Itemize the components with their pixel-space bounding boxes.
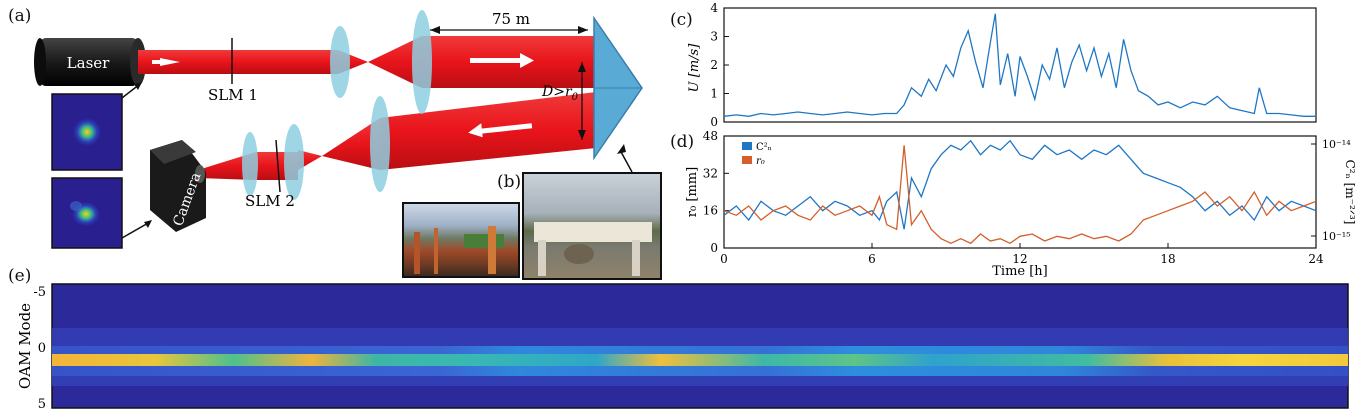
d-right-tick-label: 10⁻¹⁵ (1322, 230, 1351, 243)
panel-label-e: (e) (8, 266, 32, 286)
panel-label-d: (d) (670, 132, 695, 152)
d-ytick-label: 32 (703, 166, 718, 180)
slm2-marker (275, 139, 281, 193)
slm1-label: SLM 1 (208, 86, 258, 104)
panel-label-a: (a) (8, 6, 32, 26)
legend-label-r0: r₀ (756, 156, 765, 167)
aperture-label: D>r0 (541, 84, 579, 103)
c-ytick-label: 0 (710, 115, 718, 129)
panel-label-c: (c) (670, 10, 693, 30)
r0-ylabel: r₀ [mm] (685, 167, 700, 217)
d-xtick-label: 6 (868, 252, 876, 266)
d-right-tick-label: 10⁻¹⁴ (1322, 138, 1351, 151)
d-xtick-label: 18 (1160, 252, 1175, 266)
d-ytick-label: 48 (703, 129, 718, 143)
oam-mode-0-band (52, 354, 1348, 366)
wind-speed-series (723, 13, 1316, 117)
c-ytick-label: 1 (710, 87, 718, 101)
d-xtick-label: 0 (720, 252, 728, 266)
wind-speed-ylabel: U [m/s] (687, 43, 702, 93)
c-ytick-label: 3 (710, 30, 718, 44)
distance-label: 75 m (492, 10, 530, 28)
c-ytick-label: 2 (710, 58, 718, 72)
oam-ytick-label: -5 (33, 285, 46, 300)
beam-profile-bottom (51, 177, 123, 249)
camera (150, 140, 206, 232)
oam-heatmap: -5 0 5 OAM Mode (16, 283, 1349, 412)
site-photo-1 (402, 202, 520, 278)
wind-speed-y-ticks: 0 1 2 3 4 (710, 1, 729, 129)
legend-swatch-cn2 (742, 142, 752, 150)
legend-swatch-r0 (742, 156, 752, 164)
cn2-series (723, 139, 1317, 230)
wind-speed-chart: 0 1 2 3 4 U [m/s] (687, 1, 1317, 129)
time-xlabel: Time [h] (992, 264, 1048, 278)
d-ytick-label: 0 (710, 241, 718, 255)
legend-label-cn2: C²ₙ (756, 142, 772, 153)
site-photo-2 (522, 172, 662, 280)
slm2-label: SLM 2 (245, 192, 295, 210)
oam-ytick-label: 5 (38, 397, 46, 412)
c-ytick-label: 4 (710, 1, 718, 15)
panel-label-b: (b) (497, 172, 522, 192)
oam-ylabel: OAM Mode (16, 303, 34, 389)
beam-profile-top (51, 93, 123, 171)
d-xtick-label: 24 (1308, 252, 1324, 266)
oam-ytick-label: 0 (38, 341, 46, 356)
laser-label: Laser (67, 54, 110, 72)
d-xtick-label: 12 (1012, 252, 1027, 266)
d-ytick-label: 16 (703, 204, 718, 218)
optical-setup-diagram: Laser SLM 1 SLM 2 75 m D>r0 Camera (34, 10, 643, 249)
r0-series (723, 145, 1317, 245)
turbulence-chart: 0 6 12 18 24 0 16 32 48 10⁻¹⁴ 10⁻¹⁵ C²ₙ r₀ Time … (685, 129, 1357, 278)
lenses (242, 10, 432, 200)
cn2-ylabel: C²ₙ [m⁻²ᐟ³] (1343, 160, 1357, 225)
